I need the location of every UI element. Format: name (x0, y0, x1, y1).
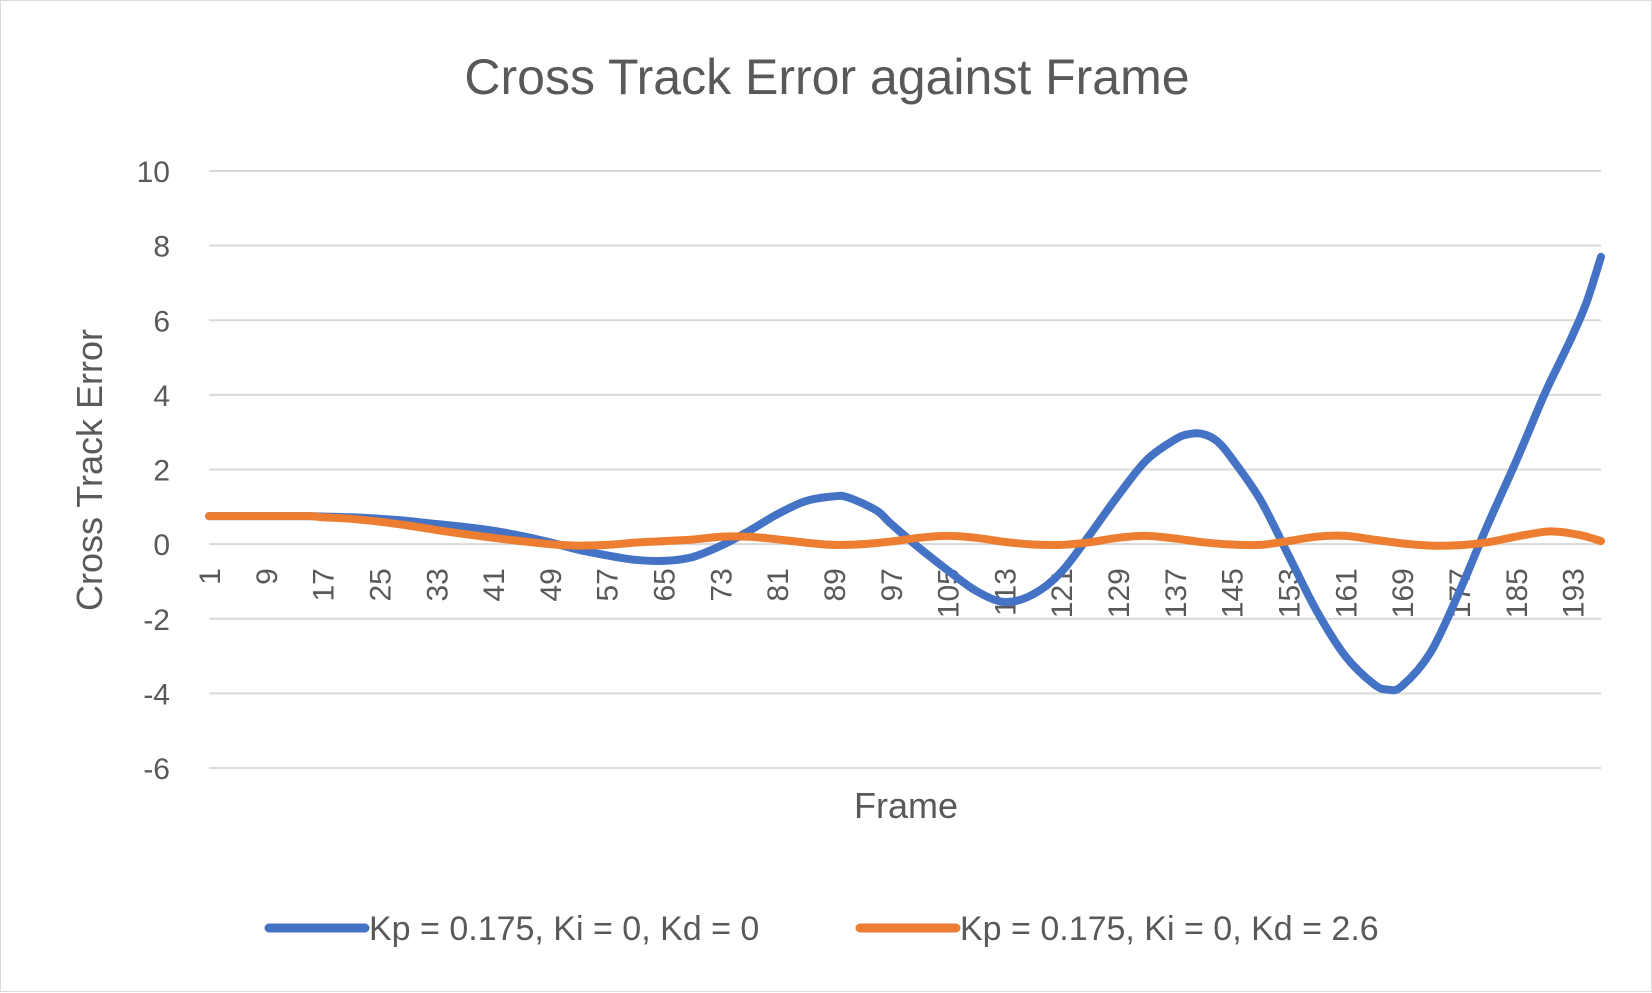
y-tick-label: 0 (153, 529, 170, 562)
series-line-1 (205, 252, 1605, 695)
y-axis-title: Cross Track Error (69, 329, 110, 611)
x-tick-label: 41 (478, 568, 511, 601)
y-tick-label: 8 (153, 231, 170, 264)
y-tick-label: 2 (153, 455, 170, 488)
x-tick-label: 137 (1160, 568, 1193, 618)
y-tick-label: 6 (153, 305, 170, 338)
x-tick-label: 185 (1501, 568, 1534, 618)
x-tick-label: 25 (364, 568, 397, 601)
y-tick-label: 10 (137, 156, 170, 189)
x-tick-label: 97 (876, 568, 909, 601)
series-line-2 (205, 512, 1605, 550)
x-tick-labels: 1 9 17 25 33 41 49 57 65 73 81 89 97 105 113 121 129 137 1… (194, 568, 1591, 618)
x-tick-label: 169 (1387, 568, 1420, 618)
legend-item-series-2: Kp = 0.175, Ki = 0, Kd = 2.6 (855, 910, 1379, 948)
x-tick-label: 1 (194, 568, 227, 585)
x-tick-label: 33 (421, 568, 454, 601)
x-tick-label: 9 (251, 568, 284, 585)
y-tick-labels: -6 -4 -2 0 2 4 6 8 10 (137, 156, 170, 786)
x-tick-label: 193 (1558, 568, 1591, 618)
x-tick-label: 113 (989, 568, 1022, 616)
x-tick-label: 17 (308, 568, 341, 601)
x-tick-label: 89 (819, 568, 852, 601)
series-lines (205, 252, 1605, 695)
grid-lines (209, 170, 1601, 769)
x-tick-label: 129 (1103, 568, 1136, 618)
legend-label-series-1: Kp = 0.175, Ki = 0, Kd = 0 (369, 910, 759, 948)
x-axis-title: Frame (854, 785, 958, 826)
x-tick-label: 161 (1330, 568, 1363, 618)
x-tick-label: 65 (649, 568, 682, 601)
x-tick-label: 73 (705, 568, 738, 601)
y-tick-label: -4 (143, 678, 170, 711)
chart-title: Cross Track Error against Frame (464, 49, 1189, 105)
legend-label-series-2: Kp = 0.175, Ki = 0, Kd = 2.6 (960, 910, 1379, 948)
y-tick-label: -2 (143, 604, 170, 637)
y-tick-label: -6 (143, 753, 170, 786)
x-tick-label: 145 (1217, 568, 1250, 618)
legend: Kp = 0.175, Ki = 0, Kd = 0 Kp = 0.175, K… (264, 910, 1379, 948)
y-tick-label: 4 (153, 380, 170, 413)
x-tick-label: 81 (762, 568, 795, 601)
legend-item-series-1: Kp = 0.175, Ki = 0, Kd = 0 (264, 910, 759, 948)
x-tick-label: 49 (535, 568, 568, 601)
x-tick-label: 57 (592, 568, 625, 601)
